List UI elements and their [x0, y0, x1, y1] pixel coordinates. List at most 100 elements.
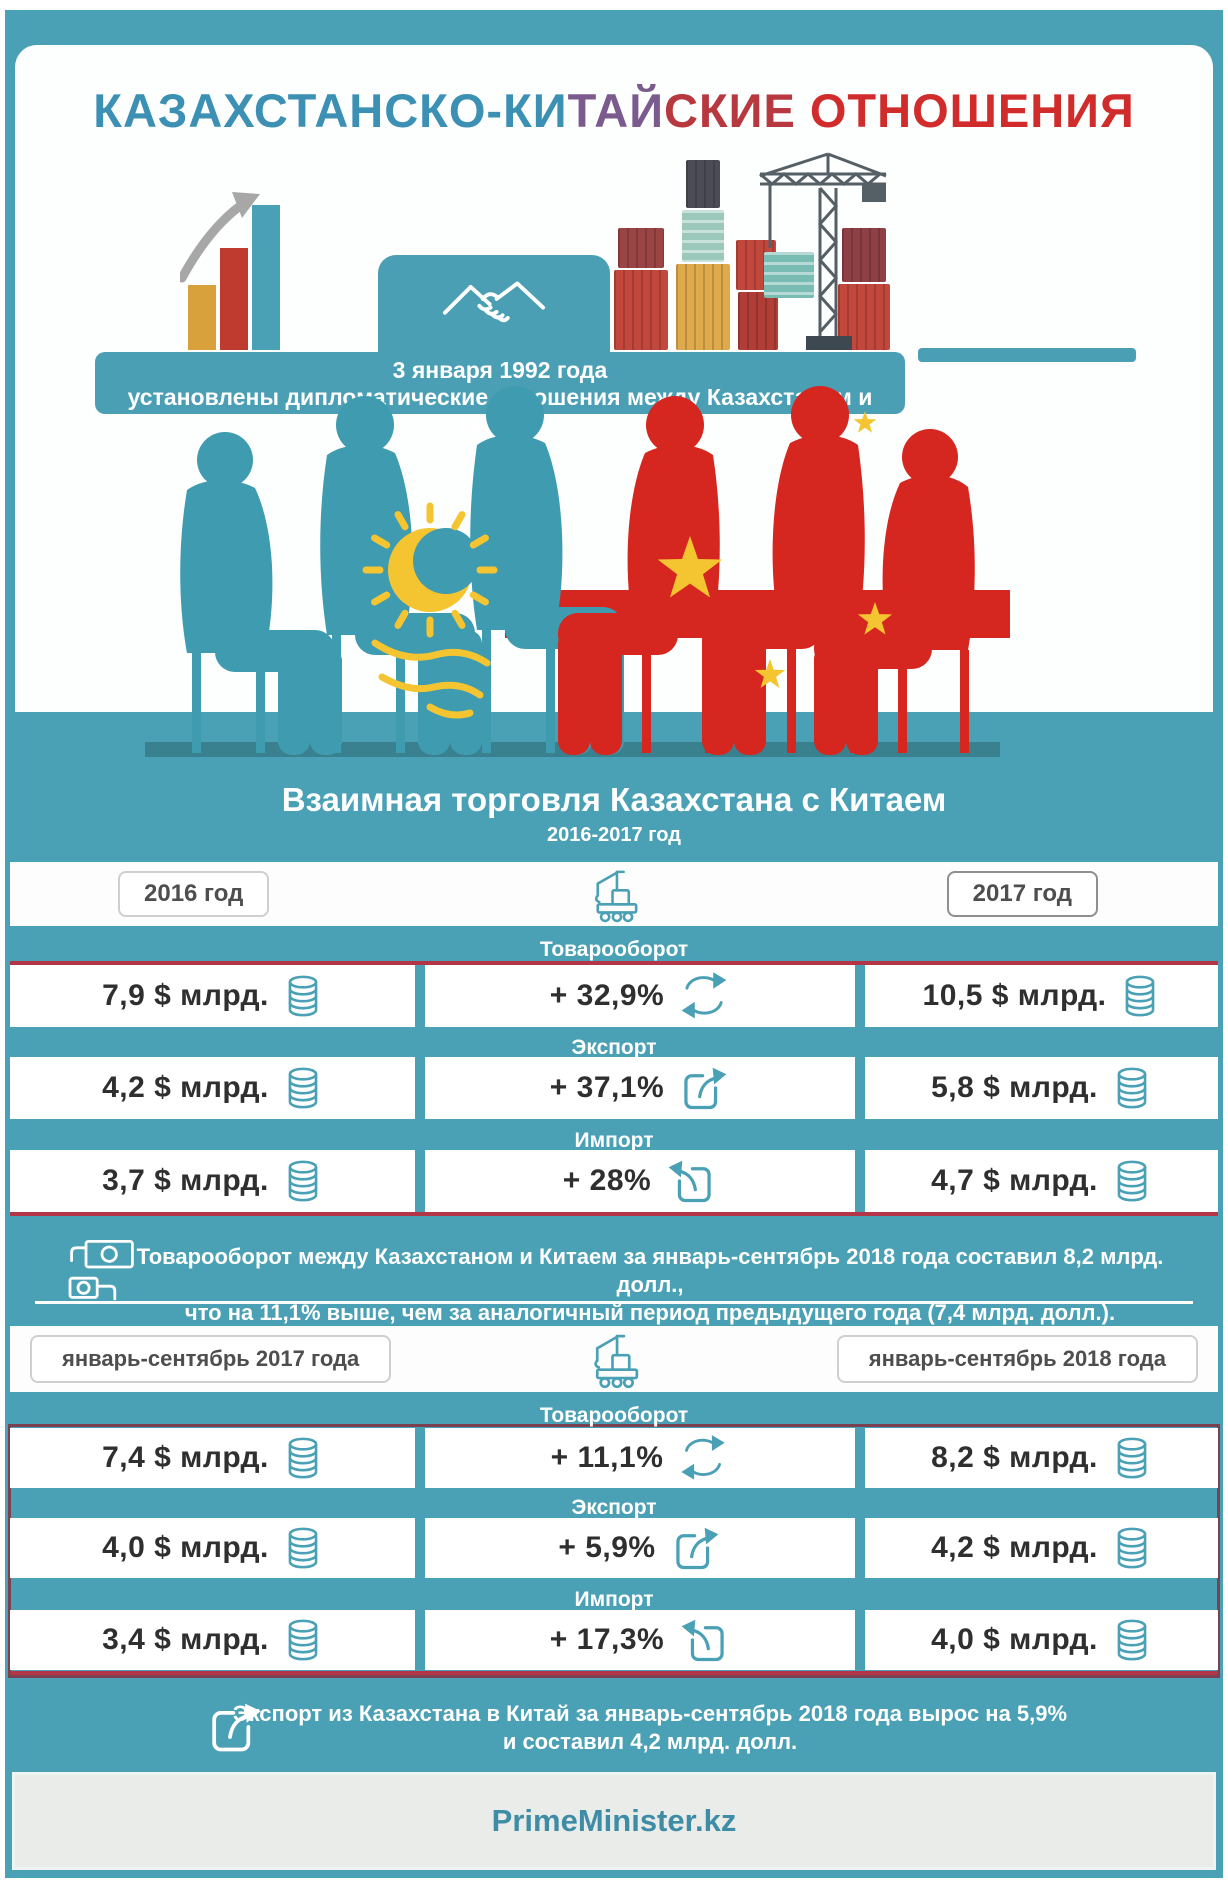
- table2-import-row: 3,4 $ млрд. + 17,3% 4,0 $ млрд.: [10, 1610, 1218, 1670]
- sync-arrows-icon: [678, 967, 730, 1025]
- note1: Товарооборот между Казахстаном и Китаем …: [120, 1243, 1180, 1327]
- coins-icon: [1112, 1066, 1152, 1110]
- table1-turnover-change-cell: + 32,9%: [425, 965, 855, 1027]
- title-part-darkred: СКИЕ: [664, 84, 796, 137]
- import-arrow-icon: [678, 1614, 730, 1666]
- table2-border-frame: [8, 1424, 1220, 1678]
- title-part-red: ОТНОШЕНИЯ: [795, 84, 1135, 137]
- value-text: 5,8 $ млрд.: [931, 1071, 1098, 1104]
- table1-export-2017-cell: 5,8 $ млрд.: [865, 1057, 1218, 1119]
- table2-turnover-2017-cell: 7,4 $ млрд.: [10, 1428, 415, 1488]
- value-text: 4,2 $ млрд.: [102, 1071, 269, 1104]
- note2-line1: Экспорт из Казахстана в Китай за январь-…: [232, 1701, 1068, 1726]
- title-part-purple: ТАЙ: [567, 84, 665, 137]
- trade-subheading: 2016-2017 год: [547, 824, 681, 846]
- chinese-delegation-silhouette: [558, 386, 975, 755]
- table1-turnover-2016-cell: 7,9 $ млрд.: [10, 965, 415, 1027]
- table1-import-change-cell: + 28%: [425, 1150, 855, 1212]
- table2-export-change-cell: + 5,9%: [425, 1518, 855, 1578]
- table1-import-row: 3,7 $ млрд. + 28% 4,7 $ млрд.: [10, 1150, 1218, 1212]
- row-label-turnover: Товарооборот: [539, 938, 689, 961]
- table2-header-row: январь-сентябрь 2017 года январь-сентябр…: [10, 1326, 1218, 1392]
- red-accent-line-top: [10, 961, 1218, 965]
- coins-icon: [283, 1159, 323, 1203]
- container: [842, 228, 886, 282]
- table1-export-change-cell: + 37,1%: [425, 1057, 855, 1119]
- kazakh-flag-sun-ornament: [362, 502, 498, 719]
- section-divider: [35, 1301, 1193, 1304]
- change-text: + 17,3%: [549, 1623, 665, 1656]
- row-label-turnover: Товарооборот: [539, 1404, 689, 1427]
- container: [618, 228, 664, 268]
- row-label-export: Экспорт: [571, 1496, 657, 1519]
- note1-line1: Товарооборот между Казахстаном и Китаем …: [136, 1244, 1164, 1297]
- period-2018-badge: январь-сентябрь 2018 года: [836, 1335, 1198, 1383]
- row-label-import: Импорт: [574, 1129, 654, 1152]
- value-text: 4,2 $ млрд.: [931, 1531, 1098, 1564]
- tower-crane-icon: [759, 152, 887, 350]
- container: [614, 270, 668, 350]
- coins-icon: [283, 1526, 323, 1570]
- table1-header-row: 2016 год 2017 год: [10, 862, 1218, 926]
- coins-icon: [1120, 974, 1160, 1018]
- coins-icon: [1112, 1526, 1152, 1570]
- port-platform: [918, 348, 1136, 362]
- table1-export-2016-cell: 4,2 $ млрд.: [10, 1057, 415, 1119]
- value-text: 3,4 $ млрд.: [102, 1623, 269, 1656]
- footer-bar: PrimeMinister.kz: [12, 1772, 1216, 1870]
- change-text: + 37,1%: [549, 1071, 665, 1104]
- table2-import-change-cell: + 17,3%: [425, 1610, 855, 1670]
- row-label-import: Импорт: [574, 1588, 654, 1611]
- table1-export-row: 4,2 $ млрд. + 37,1% 5,8 $ млрд.: [10, 1057, 1218, 1119]
- year-2017-badge: 2017 год: [946, 871, 1098, 917]
- table2-turnover-2018-cell: 8,2 $ млрд.: [865, 1428, 1218, 1488]
- note1-line2: что на 11,1% выше, чем за аналогичный пе…: [184, 1300, 1116, 1325]
- coins-icon: [1112, 1159, 1152, 1203]
- export-arrow-icon: [678, 1062, 730, 1114]
- table1-import-2016-cell: 3,7 $ млрд.: [10, 1150, 415, 1212]
- period-2017-badge: январь-сентябрь 2017 года: [30, 1335, 392, 1383]
- handshake-icon: [438, 266, 550, 344]
- change-text: + 11,1%: [550, 1441, 664, 1474]
- table2-import-2018-cell: 4,0 $ млрд.: [865, 1610, 1218, 1670]
- container: [682, 210, 724, 262]
- change-text: + 5,9%: [558, 1531, 656, 1564]
- crane-truck-icon: [582, 1327, 646, 1391]
- sync-arrows-icon: [677, 1430, 729, 1486]
- import-arrow-icon: [665, 1155, 717, 1207]
- bar-chart-growth-icon: [180, 192, 280, 350]
- table1-turnover-2017-cell: 10,5 $ млрд.: [865, 965, 1218, 1027]
- coins-icon: [283, 1618, 323, 1662]
- export-arrow-icon: [670, 1522, 722, 1574]
- note2-line2: и составил 4,2 млрд. долл.: [502, 1729, 798, 1754]
- negotiation-silhouettes: [145, 386, 1010, 757]
- table2-export-2017-cell: 4,0 $ млрд.: [10, 1518, 415, 1578]
- red-accent-line-table2: [10, 1671, 1218, 1675]
- value-text: 10,5 $ млрд.: [922, 979, 1107, 1012]
- table2-export-2018-cell: 4,2 $ млрд.: [865, 1518, 1218, 1578]
- banner-date: 3 января 1992 года: [392, 357, 608, 383]
- coins-icon: [1112, 1436, 1152, 1480]
- handshake-box: [378, 255, 610, 355]
- coins-icon: [283, 1066, 323, 1110]
- table2-turnover-row: 7,4 $ млрд. + 11,1% 8,2 $ млрд.: [10, 1428, 1218, 1488]
- value-text: 4,0 $ млрд.: [931, 1623, 1098, 1656]
- year-2016-badge: 2016 год: [118, 871, 270, 917]
- change-text: + 28%: [562, 1164, 652, 1197]
- row-label-export: Экспорт: [571, 1036, 657, 1059]
- table2-turnover-change-cell: + 11,1%: [425, 1428, 855, 1488]
- container: [686, 160, 720, 208]
- value-text: 7,9 $ млрд.: [102, 979, 269, 1012]
- change-text: + 32,9%: [549, 979, 665, 1012]
- value-text: 8,2 $ млрд.: [931, 1441, 1098, 1474]
- hanging-container: [764, 252, 814, 298]
- crane-truck-icon: [583, 863, 645, 925]
- table2-import-2017-cell: 3,4 $ млрд.: [10, 1610, 415, 1670]
- value-text: 3,7 $ млрд.: [102, 1164, 269, 1197]
- table1-turnover-row: 7,9 $ млрд. + 32,9% 10,5 $ млрд.: [10, 965, 1218, 1027]
- table1-import-2017-cell: 4,7 $ млрд.: [865, 1150, 1218, 1212]
- footer-brand: PrimeMinister.kz: [491, 1803, 737, 1838]
- trade-heading: Взаимная торговля Казахстана с Китаем: [281, 781, 947, 818]
- value-text: 7,4 $ млрд.: [102, 1441, 269, 1474]
